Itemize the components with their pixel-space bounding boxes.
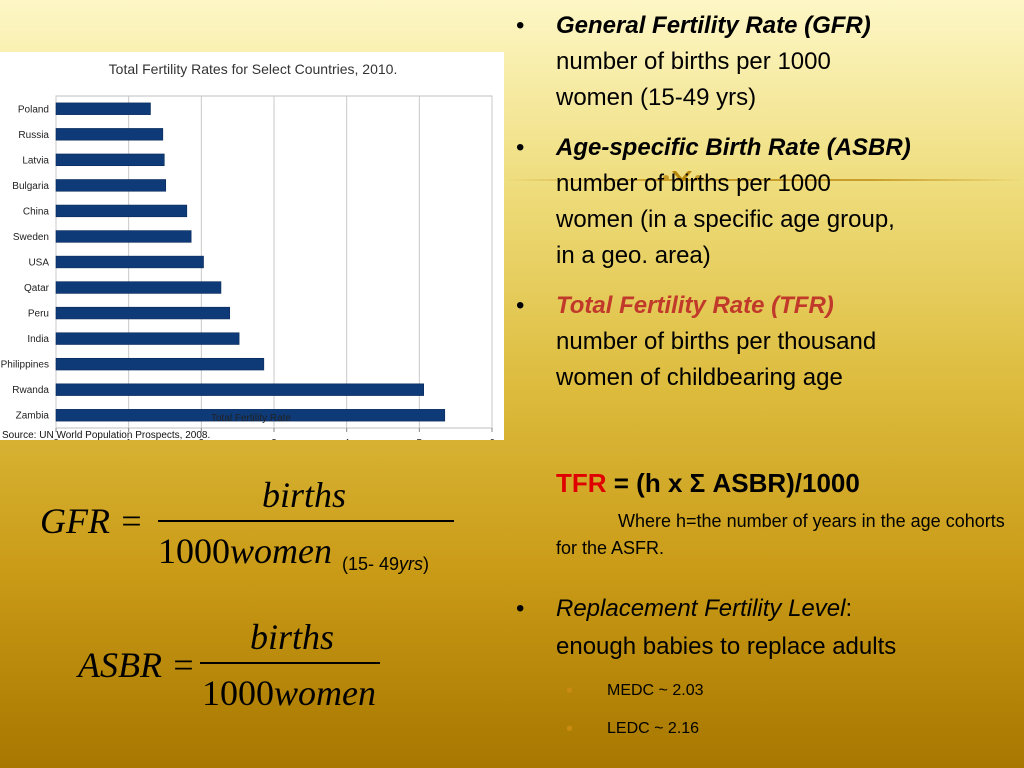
category-label: Qatar [24,283,50,294]
bar-latvia [55,153,165,167]
gfr-sub-unit: yrs [399,554,424,574]
category-label: Rwanda [12,385,49,396]
bar-poland [55,102,151,115]
bullet-tfr: • Total Fertility Rate (TFR) number of b… [512,288,1024,396]
category-label: Peru [28,309,49,320]
tfr-formula-rest: = (h x Σ ASBR)/1000 [606,468,860,498]
gfr-numerator: births [262,475,347,515]
category-label: Sweden [13,232,49,243]
bullet-marker: • [516,12,525,39]
x-axis-label: Total Fertility Rate [211,413,291,424]
category-label: USA [28,258,49,269]
bullet-marker: • [516,134,525,161]
gfr-denominator: 1000women [158,530,332,572]
term-asbr: Age-specific Birth Rate (ASBR) [556,134,911,161]
gfr-fraction-bar [158,520,454,522]
asbr-formula: ASBR = births 1000women [78,614,398,724]
asbr-desc-line1: number of births per 1000 [556,170,831,197]
definitions-list: • General Fertility Rate (GFR) number of… [512,8,1024,396]
x-tick-label: 3 [271,438,277,440]
tfr-desc-line2: women of childbearing age [556,364,843,391]
chart-category-labels: Poland Russia Latvia Bulgaria China Sweden USA… [1,104,50,421]
decorative-divider [505,179,1024,181]
bar-philippines [55,357,265,371]
term-gfr: General Fertility Rate (GFR) [556,12,871,39]
chart-title: Total Fertility Rates for Select Countri… [109,61,398,77]
sub-bullet-icon: • [566,718,574,740]
chevron-ornament-icon [663,171,701,183]
asbr-numerator: births [250,617,335,657]
tfr-note: Where h=the number of years in the age c… [556,508,1006,562]
tfr-formula: TFR = (h x Σ ASBR)/1000 [556,468,860,499]
category-label: Philippines [1,360,49,371]
bar-bulgaria [55,179,167,192]
x-tick-label: 6 [489,438,495,440]
chart-bars [55,102,446,422]
bar-sweden [55,230,192,243]
asbr-desc-line2: women (in a specific age group, [556,206,895,233]
bar-russia [55,128,164,141]
bar-rwanda [55,383,424,396]
replacement-colon: : [845,595,853,622]
bar-qatar [55,281,222,294]
bullet-marker: • [516,595,525,622]
term-replacement: Replacement Fertility Level [556,595,846,622]
bullet-marker: • [516,292,525,319]
replacement-desc: enough babies to replace adults [556,633,897,660]
medc-text: MEDC ~ 2.03 [607,682,704,699]
bar-peru [55,306,230,320]
gfr-formula: GFR = births 1000women (15- 49yrs) [40,470,470,590]
bar-india [55,332,240,345]
x-tick-label: 4 [344,438,350,440]
category-label: India [27,334,49,345]
gfr-lhs: GFR = [40,501,144,541]
asbr-den-number: 1000 [202,673,274,713]
asbr-lhs: ASBR = [78,645,196,685]
x-tick-label: 5 [417,438,423,440]
tfr-note-text: Where h=the number of years in the age c… [556,511,1005,558]
chart-source: Source: UN World Population Prospects, 2… [2,430,210,440]
bar-china [55,204,188,218]
gfr-sub-close: ) [423,554,430,574]
tfr-label: TFR [556,468,607,498]
category-label: Bulgaria [12,181,49,192]
bullet-gfr: • General Fertility Rate (GFR) number of… [512,8,1024,116]
ledc-text: LEDC ~ 2.16 [607,720,700,737]
category-label: Latvia [22,155,49,166]
category-label: Poland [18,104,49,115]
gfr-desc-line1: number of births per 1000 [556,48,831,75]
gfr-den-word: women [230,531,332,571]
x-tick-label: 1 [126,438,132,440]
asbr-denominator: 1000women [202,672,376,714]
bar-zambia [55,409,446,422]
category-label: China [23,206,50,217]
asbr-desc-line3: in a geo. area) [556,242,711,269]
bar-usa [55,255,204,269]
tfr-desc-line1: number of births per thousand [556,328,877,355]
x-tick-label: 2 [199,438,205,440]
gfr-desc-line2: women (15-49 yrs) [556,84,757,111]
category-label: Zambia [16,411,50,422]
asbr-fraction-bar [200,662,380,664]
gfr-sub-open: (15- 49 [342,554,400,574]
chart-x-ticks: 0 1 2 3 4 5 6 [53,428,495,440]
category-label: Russia [18,130,49,141]
term-tfr: Total Fertility Rate (TFR) [556,292,834,319]
sub-bullet-icon: • [566,680,574,702]
asbr-den-word: women [274,673,376,713]
gfr-den-number: 1000 [158,531,230,571]
chart-canvas: Total Fertility Rates for Select Countri… [1,61,496,440]
fertility-chart: Total Fertility Rates for Select Countri… [0,52,504,440]
x-tick-label: 0 [53,438,59,440]
gfr-subscript: (15- 49yrs) [342,554,429,575]
bullet-asbr: • Age-specific Birth Rate (ASBR) number … [512,130,1024,274]
bullet-replacement: • Replacement Fertility Level: enough ba… [512,590,1024,666]
